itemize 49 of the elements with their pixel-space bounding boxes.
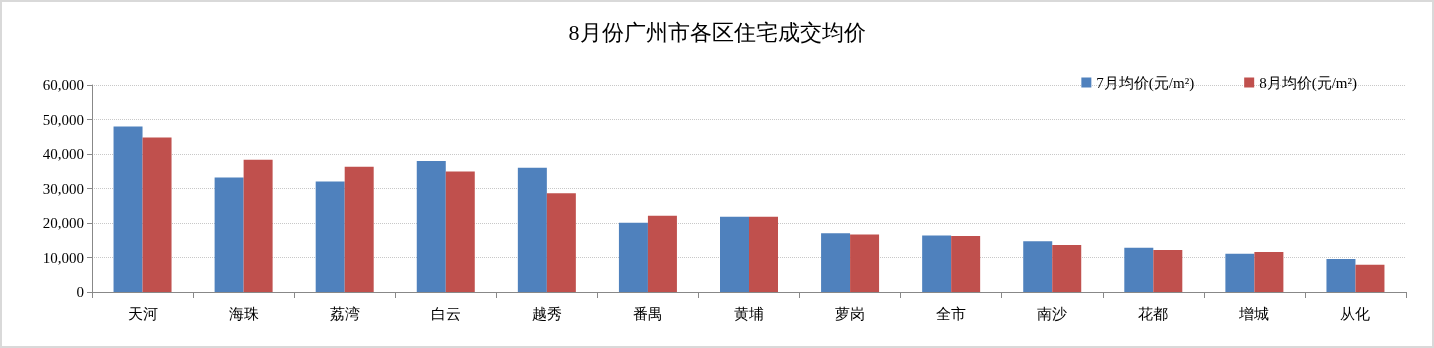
bar — [647, 215, 677, 292]
bar — [1326, 258, 1356, 292]
legend-label: 8月均价(元/m²) — [1259, 74, 1358, 92]
x-tick-label: 白云 — [430, 305, 461, 322]
bar — [1153, 249, 1183, 292]
y-tick-label: 20,000 — [42, 215, 84, 231]
x-tick-label: 天河 — [127, 305, 158, 322]
bar — [546, 193, 576, 292]
x-tick-label: 南沙 — [1037, 305, 1068, 322]
x-tick-label: 海珠 — [228, 305, 259, 322]
x-tick-label: 萝岗 — [835, 305, 866, 322]
x-tick-label: 黄埔 — [734, 305, 764, 322]
x-tick-label: 增城 — [1238, 305, 1270, 322]
x-tick-label: 全市 — [936, 305, 967, 322]
bar — [517, 167, 547, 292]
bar — [1254, 251, 1284, 292]
x-tick-label: 花都 — [1138, 305, 1169, 322]
x-tick-label: 荔湾 — [329, 305, 360, 322]
bar — [1124, 247, 1154, 292]
y-tick-label: 0 — [76, 284, 84, 300]
y-tick-label: 50,000 — [42, 111, 84, 128]
y-tick-label: 10,000 — [42, 249, 84, 266]
bar — [243, 159, 273, 292]
bar — [618, 222, 648, 292]
bar — [1225, 253, 1255, 292]
y-tick-label: 30,000 — [42, 180, 84, 197]
bar — [1023, 241, 1053, 292]
y-tick-label: 40,000 — [42, 146, 84, 162]
bar — [821, 233, 851, 292]
bar — [1355, 264, 1385, 292]
x-tick-label: 越秀 — [531, 305, 562, 322]
bar — [749, 216, 778, 292]
bar — [214, 177, 244, 292]
legend-label: 7月均价(元/m²) — [1096, 74, 1195, 92]
bar — [850, 234, 880, 292]
bar — [951, 236, 981, 292]
bar — [344, 166, 374, 292]
x-tick-label: 从化 — [1340, 305, 1371, 322]
bar — [113, 126, 143, 292]
x-tick-label: 番禺 — [632, 305, 663, 322]
y-tick-label: 60,000 — [42, 77, 84, 93]
bar — [416, 160, 446, 292]
chart-title: 8月份广州市各区住宅成交均价 — [568, 19, 866, 45]
bar — [445, 171, 475, 292]
bar — [922, 235, 952, 292]
bar — [720, 216, 749, 292]
bar — [315, 181, 345, 292]
bar — [1052, 245, 1082, 292]
bar — [142, 137, 172, 292]
